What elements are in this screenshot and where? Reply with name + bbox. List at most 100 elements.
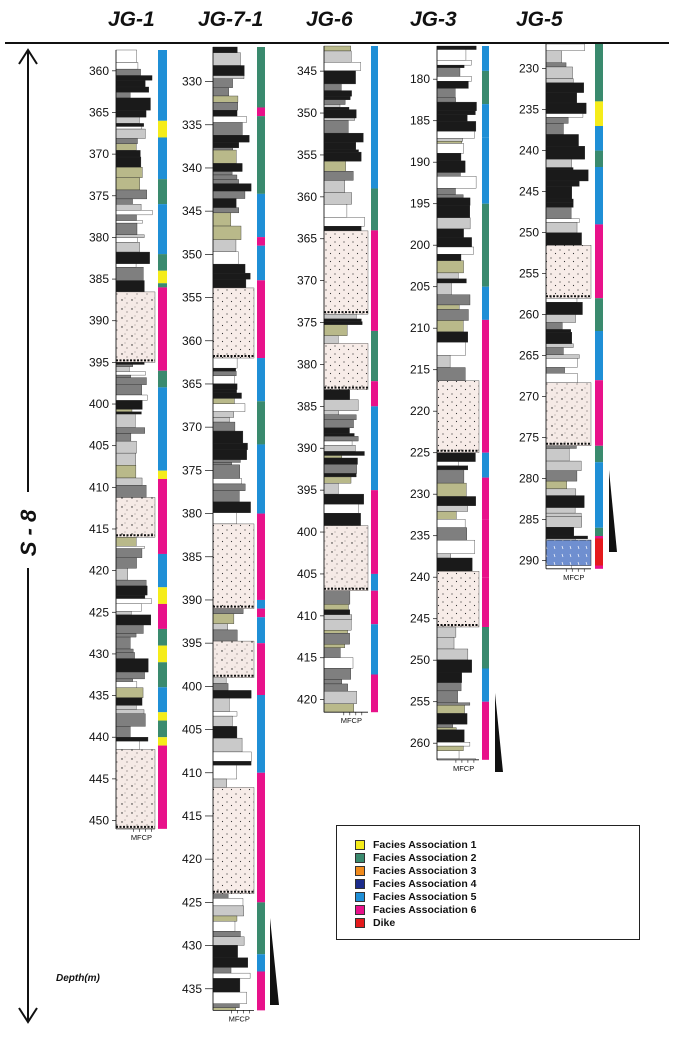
depth-label-2-7: 380 <box>297 357 317 371</box>
lithology-bed-1-74 <box>212 898 244 907</box>
lithology-bed-2-62 <box>323 668 351 680</box>
lithology-bed-2-61 <box>323 657 354 669</box>
lithology-bed-1-9 <box>212 116 247 123</box>
grain-size-scale-2: MFCP <box>341 716 362 725</box>
facies-bar-segment-4-0 <box>595 44 603 102</box>
facies-bar-segment-3-14 <box>482 701 489 760</box>
lithology-bed-4-32 <box>545 347 564 355</box>
lithology-bed-2-50 <box>323 513 361 526</box>
facies-bar-segment-0-5 <box>158 254 167 271</box>
lithology-bed-0-19 <box>115 189 147 200</box>
depth-label-3-1: 185 <box>410 114 430 128</box>
facies-bar-segment-1-19 <box>257 971 265 1011</box>
lithology-bed-3-43 <box>436 452 476 462</box>
lithology-bed-3-14 <box>436 138 463 142</box>
depth-label-3-8: 220 <box>410 404 430 418</box>
lithology-bed-3-72 <box>436 750 460 759</box>
lithology-bed-0-65 <box>115 614 152 626</box>
lithology-bed-3-55 <box>436 557 473 572</box>
lithology-bed-0-67 <box>115 633 137 638</box>
lithology-bed-4-44 <box>545 495 585 508</box>
depth-label-0-10: 410 <box>89 480 109 494</box>
lithology-bed-4-42 <box>545 480 567 490</box>
lithology-bed-2-16 <box>323 151 362 162</box>
depth-label-0-9: 405 <box>89 439 109 453</box>
facies-bar-segment-3-10 <box>482 519 489 578</box>
facies-bar-segment-3-9 <box>482 477 489 520</box>
lithology-bed-1-42 <box>212 421 236 432</box>
lithology-bed-1-44 <box>212 442 248 450</box>
depth-label-4-3: 245 <box>519 185 539 199</box>
lithology-bed-3-60 <box>436 659 472 673</box>
lithology-bed-0-14 <box>115 143 137 151</box>
lithology-bed-4-26 <box>545 302 583 315</box>
lithology-bed-1-76 <box>212 915 238 922</box>
lithology-bed-0-17 <box>115 167 143 178</box>
depth-label-0-3: 375 <box>89 189 109 203</box>
lithology-bed-0-23 <box>115 214 137 221</box>
facies-bar-segment-3-5 <box>482 286 489 320</box>
lithology-bed-4-17 <box>545 186 572 200</box>
lithology-bed-0-45 <box>115 413 136 428</box>
lithology-bed-4-13 <box>545 159 572 168</box>
depth-label-1-1: 335 <box>182 118 202 132</box>
lithology-bed-2-27 <box>323 321 363 325</box>
lithology-bed-2-12 <box>323 120 349 134</box>
lithology-bed-4-48 <box>545 527 574 537</box>
lithology-bed-2-22 <box>323 217 365 227</box>
facies-bar-segment-4-4 <box>595 167 603 225</box>
lithology-bed-3-48 <box>436 496 476 506</box>
lithology-bed-0-47 <box>115 433 132 442</box>
lithology-bed-0-81 <box>115 737 149 742</box>
lithology-bed-4-1 <box>545 50 562 63</box>
lithology-bed-1-52 <box>212 501 251 513</box>
lithology-bed-0-83 <box>115 749 156 830</box>
lithology-bed-0-64 <box>115 611 132 616</box>
lithology-bed-0-43 <box>115 409 133 412</box>
lithology-bed-1-41 <box>212 417 230 423</box>
facies-bar-segment-2-4 <box>371 381 378 407</box>
lithology-bed-0-76 <box>115 697 143 706</box>
lithology-bed-2-26 <box>323 318 362 322</box>
lithology-bed-2-10 <box>323 109 357 119</box>
lithology-bed-3-0 <box>436 45 477 50</box>
facies-bar-segment-1-17 <box>257 902 265 955</box>
lithology-bed-1-61 <box>212 683 229 691</box>
lithology-bed-0-7 <box>115 97 151 111</box>
lithology-bed-1-70 <box>212 764 237 780</box>
lithology-bed-1-84 <box>212 978 241 993</box>
facies-bar-segment-2-6 <box>371 490 378 574</box>
lithology-bed-2-53 <box>323 604 349 610</box>
depth-label-1-2: 340 <box>182 161 202 175</box>
lithology-bed-3-70 <box>436 742 471 747</box>
legend-label-fa2: Facies Association 2 <box>373 852 477 864</box>
lithology-bed-3-65 <box>436 705 465 714</box>
depth-label-2-15: 420 <box>297 693 317 707</box>
lithology-bed-4-39 <box>545 448 570 462</box>
lithology-bed-3-41 <box>436 367 466 381</box>
lithology-bed-4-25 <box>545 298 578 303</box>
lithology-bed-2-3 <box>323 70 356 85</box>
dike-lithology <box>545 539 592 566</box>
lithology-bed-1-7 <box>212 102 238 111</box>
lithology-bed-0-62 <box>115 598 152 604</box>
lithology-bed-0-15 <box>115 150 141 158</box>
lithology-bed-1-67 <box>212 737 243 753</box>
lithology-bed-4-28 <box>545 322 563 330</box>
facies-bar-segment-3-1 <box>482 70 489 105</box>
lithology-bed-1-80 <box>212 945 238 958</box>
grain-size-scale-3: MFCP <box>453 764 474 773</box>
facies-bar-segment-1-2 <box>257 116 265 194</box>
lithology-bed-2-63 <box>323 679 342 685</box>
lithology-bed-0-55 <box>115 546 145 549</box>
depth-label-3-2: 190 <box>410 155 430 169</box>
dike-segment <box>595 538 603 566</box>
facies-legend: Facies Association 1 Facies Association … <box>336 825 640 940</box>
lithology-bed-1-12 <box>212 141 239 149</box>
depth-label-2-0: 345 <box>297 64 317 78</box>
lithology-bed-1-18 <box>212 179 239 184</box>
depth-label-3-3: 195 <box>410 197 430 211</box>
legend-swatch-fa2 <box>355 853 365 863</box>
lithology-bed-0-73 <box>115 678 133 682</box>
facies-bar-segment-0-11 <box>158 470 167 479</box>
